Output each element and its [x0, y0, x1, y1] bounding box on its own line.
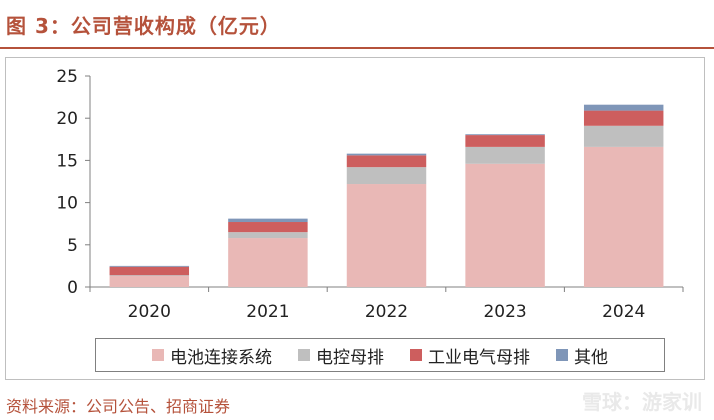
legend-swatch — [556, 349, 568, 361]
x-tick-label: 2020 — [128, 302, 171, 322]
y-tick-label: 20 — [56, 109, 78, 129]
bar-segment — [228, 218, 308, 223]
x-tick-label: 2024 — [602, 302, 645, 322]
legend-item-other: 其他 — [556, 343, 608, 368]
bar-segment — [465, 134, 545, 136]
bar-segment — [583, 110, 664, 126]
x-tick-label: 2023 — [483, 302, 526, 322]
watermark: 雪球：游家训 — [582, 390, 702, 414]
chart-frame: 0 5 10 15 20 25 2020 2021 2022 2023 2024 — [5, 57, 705, 380]
title-divider — [0, 47, 714, 49]
x-tick-label: 2021 — [246, 302, 289, 322]
legend-item-industrial-busbar: 工业电气母排 — [410, 343, 530, 368]
bar-segment — [228, 238, 308, 287]
bar-segment — [346, 155, 427, 168]
bar-segment — [465, 163, 545, 287]
y-tick-label: 25 — [56, 67, 78, 87]
legend-item-control-busbar: 电控母排 — [298, 343, 384, 368]
bar-segment — [346, 153, 427, 156]
bar-segment — [109, 266, 190, 276]
chart-legend: 电池连接系统 电控母排 工业电气母排 其他 — [95, 338, 665, 372]
y-tick-label: 5 — [67, 236, 78, 256]
bar-segment — [228, 222, 308, 233]
legend-label: 电池连接系统 — [170, 347, 272, 368]
bar-segment — [109, 275, 190, 277]
x-tick-label: 2022 — [365, 302, 408, 322]
bar-segment — [465, 146, 545, 164]
bar-segment — [346, 184, 427, 287]
legend-label: 电控母排 — [316, 347, 384, 368]
y-tick-label: 0 — [67, 278, 78, 298]
y-tick-label: 15 — [56, 151, 78, 171]
stacked-bar-chart: 0 5 10 15 20 25 2020 2021 2022 2023 2024 — [56, 67, 684, 322]
bar-segment — [583, 104, 664, 111]
legend-swatch — [410, 349, 422, 361]
bar-segment — [228, 232, 308, 239]
legend-item-battery-connection: 电池连接系统 — [152, 343, 272, 368]
bar-segment — [346, 167, 427, 185]
figure-title: 图 3：公司营收构成（亿元） — [6, 14, 281, 38]
bar-segment — [109, 276, 190, 287]
legend-label: 工业电气母排 — [428, 347, 530, 368]
legend-swatch — [152, 349, 164, 361]
legend-label: 其他 — [574, 347, 608, 368]
bar-segment — [109, 265, 190, 267]
legend-swatch — [298, 349, 310, 361]
bar-segment — [583, 146, 664, 287]
source-note: 资料来源：公司公告、招商证券 — [6, 397, 231, 416]
bar-segment — [583, 125, 664, 147]
y-tick-label: 10 — [56, 194, 78, 214]
bar-segment — [465, 135, 545, 147]
